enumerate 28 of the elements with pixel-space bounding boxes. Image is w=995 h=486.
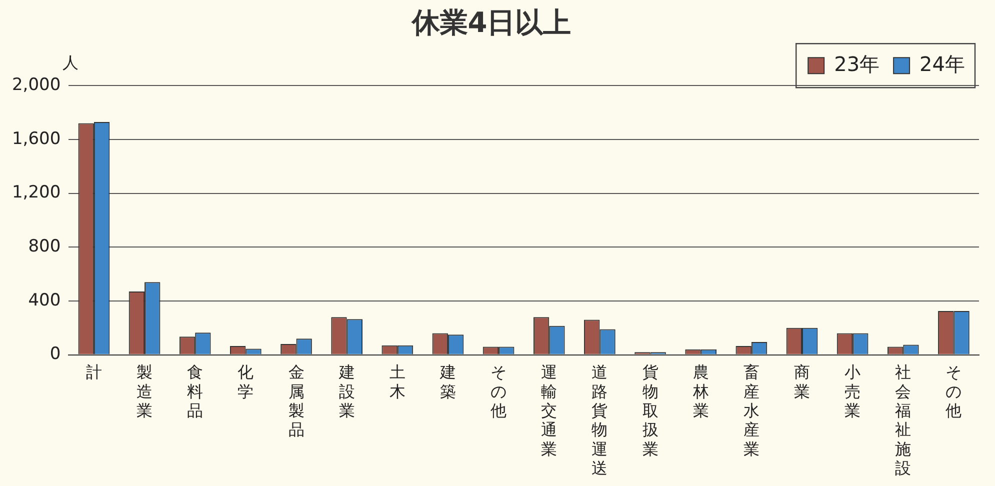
x-tick-label: 建築 <box>438 362 456 401</box>
x-tick-label: 社会福祉施設 <box>895 362 912 478</box>
x-tick-label: 道路貨物運送 <box>592 362 608 478</box>
y-tick-label: 0 <box>50 344 61 364</box>
y-tick-label: 800 <box>28 236 61 257</box>
x-tick-label: 畜産水産業 <box>743 362 760 458</box>
y-axis-title: 人 <box>62 52 79 72</box>
x-tick-label: 貨物取扱業 <box>642 362 658 458</box>
x-tick-label: 計 <box>86 362 102 382</box>
x-tick-label: その他 <box>946 362 962 420</box>
y-tick-label: 1,200 <box>12 182 61 203</box>
y-tick-label: 2,000 <box>12 75 61 96</box>
x-tick-label: 運輸交通業 <box>541 362 558 458</box>
x-tick-label: 金属製品 <box>288 362 304 440</box>
y-tick-label: 400 <box>28 290 61 310</box>
x-tick-label: 土木 <box>389 362 406 401</box>
x-tick-label: 食料品 <box>187 362 204 420</box>
x-tick-label: 製造業 <box>136 362 153 420</box>
x-tick-label: その他 <box>490 362 507 420</box>
x-tick-label: 農林業 <box>692 362 709 420</box>
y-tick-label: 1,600 <box>12 128 61 149</box>
x-tick-label: 化学 <box>238 362 254 401</box>
x-tick-label: 建設業 <box>338 362 355 420</box>
legend-label: 23年 <box>834 52 880 76</box>
chart-title: 休業4日以上 <box>410 6 572 40</box>
x-tick-label: 商業 <box>794 362 810 401</box>
legend-label: 24年 <box>920 52 966 76</box>
x-tick-label: 小売業 <box>844 362 861 420</box>
